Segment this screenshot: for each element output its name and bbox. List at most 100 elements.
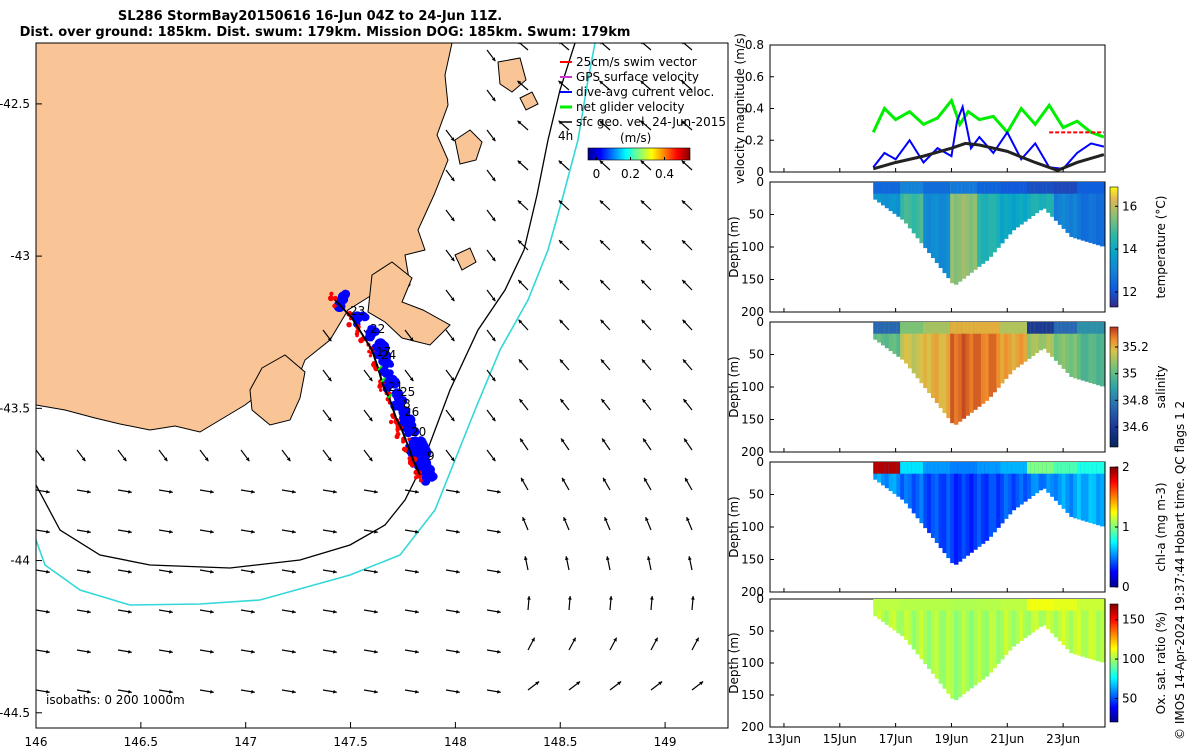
section-surface-cell <box>957 182 963 194</box>
section-cell <box>888 182 894 212</box>
section-cell <box>1065 462 1070 513</box>
geo-velocity-arrowhead <box>605 556 610 561</box>
map-frame <box>35 42 729 729</box>
legend-current-label: dive-avg current veloc. <box>576 85 714 99</box>
section-surface-cell <box>1053 322 1059 334</box>
colorbar <box>1109 603 1119 723</box>
section-surface-cell <box>930 599 936 611</box>
geo-velocity-arrowhead <box>522 517 526 522</box>
section-cell <box>1027 182 1032 219</box>
section-cell <box>888 599 894 628</box>
map-xtick-label: 147.5 <box>333 735 367 749</box>
geo-velocity-arrow <box>518 43 529 51</box>
section-surface-cell <box>892 599 897 611</box>
section-surface-cell <box>1050 182 1055 194</box>
section-cell <box>1080 462 1086 521</box>
section-surface-cell <box>907 462 913 474</box>
geo-velocity-arrowhead <box>658 681 663 686</box>
track-label: 17 <box>376 345 391 359</box>
geo-velocity-arrowhead <box>599 80 604 85</box>
section-surface-cell <box>953 182 959 194</box>
section-cell <box>888 322 894 352</box>
section-cell <box>984 599 990 677</box>
section-cell <box>1069 462 1074 517</box>
section-surface-cell <box>880 322 886 334</box>
geo-velocity-arrowhead <box>564 556 569 561</box>
section-surface-cell <box>1023 182 1028 194</box>
section-cell <box>919 322 924 384</box>
section-cell <box>907 322 913 369</box>
section-surface-cell <box>896 599 901 611</box>
section-cell <box>957 182 963 282</box>
section-cell <box>930 462 936 538</box>
ytick-label: 0 <box>756 175 764 189</box>
section-surface-cell <box>1027 182 1032 194</box>
geo-velocity-arrowhead <box>563 517 567 522</box>
geo-velocity-arrowhead <box>46 569 50 574</box>
geo-velocity-arrowhead <box>682 279 687 284</box>
section-cell <box>953 182 959 285</box>
section-surface-cell <box>1050 599 1055 611</box>
section-surface-cell <box>1076 182 1082 194</box>
section-cell <box>892 462 897 494</box>
geo-velocity-arrowhead <box>641 279 646 284</box>
geo-velocity-arrowhead <box>169 649 173 654</box>
section-surface-cell <box>884 462 890 474</box>
section-surface-cell <box>1084 462 1090 474</box>
section-cell <box>973 599 978 686</box>
section-cell <box>923 322 928 389</box>
section-surface-cell <box>992 322 997 334</box>
swim-vector-mark <box>329 291 334 296</box>
section-cell <box>946 462 951 559</box>
section-cell <box>1050 599 1055 634</box>
ytick-label: 0 <box>756 165 764 179</box>
section-surface-cell <box>1027 322 1032 334</box>
section-cell <box>1092 322 1097 385</box>
colorbar-label: salinity <box>1154 365 1168 408</box>
section-cell <box>1076 322 1082 380</box>
section-cell <box>923 462 928 529</box>
section-surface-cell <box>1100 182 1105 194</box>
section-surface-cell <box>969 462 974 474</box>
section-cell <box>1011 462 1017 511</box>
section-surface-cell <box>1007 322 1013 334</box>
section-surface-cell <box>900 599 905 611</box>
section-surface-cell <box>1088 462 1093 474</box>
section-cell <box>965 182 970 276</box>
section-surface-cell <box>950 599 955 611</box>
geo-velocity-arrowhead <box>456 489 460 494</box>
ytick-label: 200 <box>741 305 764 319</box>
map-xtick-label: 146 <box>25 735 48 749</box>
ylabel: Depth (m) <box>727 216 741 277</box>
section-surface-cell <box>938 182 944 194</box>
section-cell <box>1023 599 1028 639</box>
section-surface-cell <box>884 182 890 194</box>
swim-vector-mark <box>407 437 411 441</box>
geo-velocity-arrowhead <box>292 489 296 494</box>
ytick-label: 200 <box>741 445 764 459</box>
land-tasmania <box>36 43 453 433</box>
geo-velocity-arrowhead <box>699 681 704 686</box>
current-vector-mark <box>404 429 413 438</box>
section-cell <box>973 462 978 550</box>
section-surface-cell <box>992 182 997 194</box>
section-cell <box>1050 322 1055 357</box>
geo-velocity-arrowhead <box>640 80 645 85</box>
map-xtick-label: 149 <box>654 735 677 749</box>
section-cell <box>965 322 970 416</box>
section-cell <box>923 599 928 665</box>
section-cell <box>1061 322 1067 369</box>
geo-velocity-arrowhead <box>491 297 496 302</box>
section-cell <box>946 599 951 694</box>
section-surface-cell <box>892 462 897 474</box>
section-surface-cell <box>977 462 982 474</box>
annotation-4h: 4h <box>558 129 573 143</box>
section-cell <box>1027 322 1032 359</box>
section-cell <box>1042 599 1047 626</box>
section-cell <box>919 599 924 660</box>
section-surface-cell <box>996 182 1001 194</box>
section-surface-cell <box>911 322 917 334</box>
section-surface-cell <box>980 462 986 474</box>
section-surface-cell <box>880 462 886 474</box>
